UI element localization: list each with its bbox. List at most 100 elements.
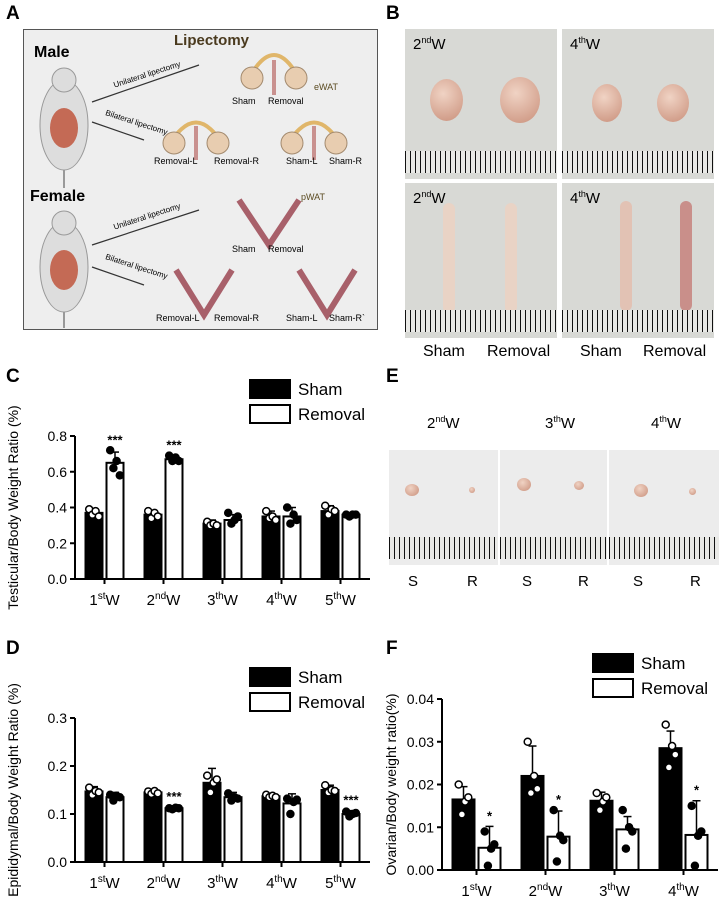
y-tick-label: 0.1 — [48, 806, 68, 822]
ovary-sham — [405, 484, 419, 496]
photo-label-2ndw: 2ndW — [413, 35, 446, 53]
bar-sham — [143, 513, 163, 580]
data-point — [115, 792, 125, 802]
male-removal-label: Removal — [268, 96, 304, 106]
e-label-3thw: 3thW — [545, 414, 576, 432]
data-point — [526, 788, 536, 798]
data-point — [94, 512, 104, 521]
y-tick-label: 0.0 — [48, 571, 68, 587]
x-tick-label: 5thW — [325, 874, 357, 892]
legend-swatch-sham — [249, 379, 291, 399]
x-tick-label: 3thW — [207, 874, 239, 892]
bar-sham — [202, 522, 222, 580]
bar-sham — [84, 790, 104, 863]
photo-ovary-2ndw — [389, 450, 498, 565]
y-tick-label: 0.00 — [407, 862, 434, 878]
y-tick-label: 0.04 — [407, 691, 434, 707]
data-point — [271, 792, 281, 802]
ovary-sham — [634, 484, 648, 497]
data-point — [282, 503, 292, 512]
x-tick-label: 3thW — [207, 591, 239, 609]
y-tick-label: 0.6 — [48, 464, 68, 480]
lipectomy-diagram — [39, 53, 358, 328]
data-point — [105, 446, 115, 455]
x-tick-label: 3thW — [599, 882, 631, 900]
testis-removal — [657, 84, 689, 122]
lipectomy-schematic: Lipectomy Male Female Unilateral lipecto… — [23, 29, 378, 330]
panel-letter-b: B — [386, 3, 400, 24]
male-tract-unilateral — [240, 53, 308, 95]
data-point — [94, 788, 104, 797]
data-point — [559, 835, 568, 845]
ovary-removal — [689, 488, 696, 495]
data-point — [271, 515, 281, 525]
bar-sham — [261, 515, 281, 580]
data-point — [464, 793, 473, 802]
data-point — [697, 827, 706, 836]
female-removal-label: Removal — [268, 244, 304, 254]
data-point — [523, 737, 532, 746]
e-s-label-1: S — [408, 573, 419, 590]
female-tract-bilateral-removal — [173, 268, 235, 321]
x-tick-label: 4thW — [266, 591, 298, 609]
female-tract-unilateral — [236, 198, 302, 251]
e-label-2ndw: 2ndW — [427, 414, 460, 432]
b-removal-label-1: Removal — [487, 343, 551, 360]
e-label-4thw: 4thW — [651, 414, 682, 432]
ovary-removal — [574, 481, 584, 490]
data-point — [628, 827, 637, 836]
photo-ovary-4thw — [609, 450, 719, 565]
female-tract-bilateral-sham — [296, 268, 358, 321]
data-point — [233, 794, 243, 803]
bar-removal — [105, 461, 125, 580]
male-removal-l-label: Removal-L — [154, 156, 198, 166]
data-point — [261, 506, 271, 516]
legend-label-sham: Sham — [298, 380, 342, 399]
x-tick-label: 5thW — [325, 591, 357, 609]
data-point — [351, 808, 361, 818]
data-point — [320, 780, 330, 790]
data-point — [174, 456, 184, 466]
panel-letter-d: D — [6, 638, 20, 659]
significance-marker: * — [556, 792, 562, 807]
data-point — [174, 803, 184, 813]
y-axis-label: Epididymal/Body Weight Ratio (%) — [5, 683, 21, 897]
e-r-label-3: R — [690, 573, 701, 590]
legend-label-removal: Removal — [298, 405, 365, 424]
ruler — [389, 537, 498, 559]
male-removal-r-label: Removal-R — [214, 156, 260, 166]
female-removal-r-label: Removal-R — [214, 313, 260, 323]
data-point — [690, 861, 700, 870]
data-point — [153, 512, 163, 521]
data-point — [320, 501, 330, 510]
chart-ovarian-ratio: Sham Removal 0.00 0.01 0.02 0.03 0.04 Ovarian/B… — [383, 653, 718, 900]
photo-epididymis-2ndw: 2ndW — [405, 183, 557, 338]
data-point — [351, 510, 361, 519]
photo-label-4thw: 4thW — [570, 35, 601, 53]
bar-sham — [143, 791, 163, 863]
legend-swatch-removal — [249, 404, 291, 424]
data-point — [212, 521, 222, 530]
x-tick-label: 1stW — [89, 591, 120, 609]
data-point — [206, 788, 215, 797]
data-point — [490, 840, 499, 849]
data-point — [115, 471, 125, 480]
bar-removal — [105, 796, 125, 863]
data-point — [454, 780, 463, 789]
data-point — [292, 795, 302, 804]
data-point — [153, 789, 163, 798]
panel-a-title: Lipectomy — [174, 32, 250, 49]
female-label: Female — [30, 188, 86, 205]
bar-sham — [320, 510, 340, 580]
data-point — [533, 784, 542, 794]
epididymis-sham — [620, 201, 632, 311]
x-tick-label: 1stW — [461, 882, 492, 900]
male-sham-l-label: Sham-L — [286, 156, 318, 166]
panel-letter-c: C — [6, 366, 20, 387]
data-point — [618, 805, 627, 815]
legend-swatch-removal — [249, 692, 291, 712]
panel-letter-e: E — [386, 366, 399, 387]
x-tick-label: 2ndW — [147, 591, 181, 609]
data-point — [552, 857, 562, 866]
ewat-label: eWAT — [314, 82, 338, 92]
